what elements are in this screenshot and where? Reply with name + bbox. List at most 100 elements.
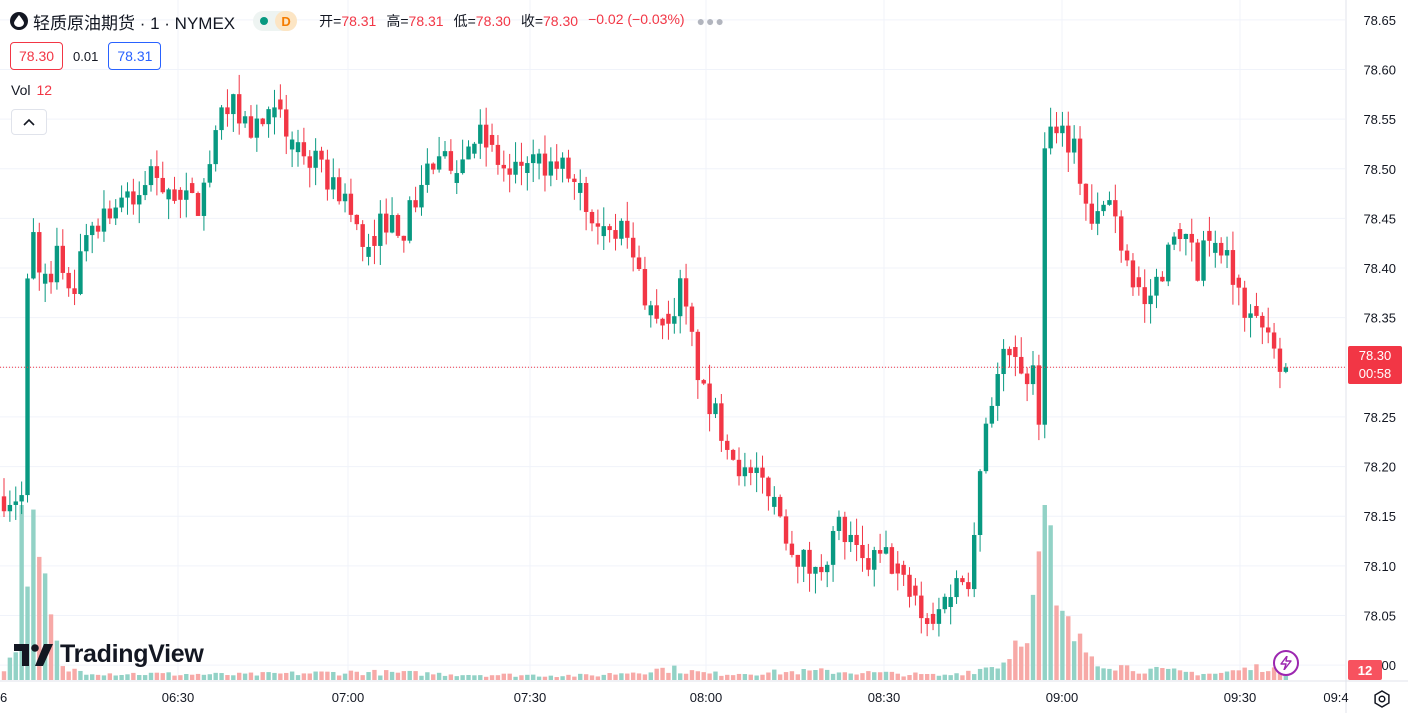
symbol-title[interactable]: 轻质原油期货 · 1 · NYMEX [33, 13, 236, 33]
volume-bar [442, 675, 448, 680]
candle-up [425, 163, 430, 185]
candle-down [336, 177, 342, 202]
candle-up [289, 139, 295, 150]
candle-up [1201, 240, 1206, 281]
candle-up [678, 278, 683, 317]
volume-bar [707, 673, 712, 680]
candle-down [924, 618, 930, 624]
candle-down [907, 574, 912, 597]
spread-value: 0.01 [73, 48, 99, 64]
volume-bar [278, 673, 283, 680]
volume-bar [842, 672, 848, 680]
volume-bar [1119, 665, 1124, 680]
price-tick-label: 78.55 [1363, 112, 1396, 127]
volume-bar [342, 673, 348, 680]
volume-bar [813, 669, 818, 680]
candle-down [325, 159, 330, 190]
buy-price-button[interactable]: 78.31 [108, 42, 162, 70]
volume-bar [860, 673, 865, 680]
delayed-data-badge[interactable]: D [275, 11, 298, 31]
lightning-icon[interactable] [1273, 650, 1299, 676]
candle-up [25, 278, 30, 496]
change-value: −0.02 (−0.03%) [588, 11, 685, 27]
volume-bar [460, 675, 465, 680]
candle-down [60, 245, 65, 273]
sell-price-button[interactable]: 78.30 [10, 42, 64, 70]
candle-up [436, 156, 442, 170]
low-value: 78.30 [475, 13, 511, 29]
candle-up [1213, 242, 1218, 253]
volume-bar [1177, 670, 1183, 680]
more-dots-icon[interactable]: ●●● [696, 13, 725, 29]
open-value: 78.31 [341, 13, 377, 29]
volume-bar [654, 668, 659, 680]
candle-up [137, 195, 142, 205]
price-tick-label: 78.10 [1363, 559, 1396, 574]
volume-bar [907, 675, 912, 680]
candle-down [178, 189, 183, 200]
open-label: 开= [319, 13, 342, 29]
volume-bar [513, 676, 518, 680]
volume-bar [1283, 675, 1289, 680]
volume-bar [1207, 673, 1212, 680]
volume-bar [1189, 671, 1194, 680]
candle-up [848, 534, 853, 543]
volume-bar [672, 665, 677, 680]
candle-up [1042, 148, 1047, 425]
volume-bar [407, 670, 412, 680]
price-tick-label: 78.60 [1363, 62, 1396, 77]
volume-bar [995, 668, 1000, 680]
candle-up [619, 220, 624, 239]
time-tick-label: 6 [0, 690, 7, 705]
volume-bar [1218, 672, 1224, 680]
volume-bar [360, 675, 365, 680]
candle-up [1183, 233, 1189, 240]
candle-down [607, 226, 612, 231]
volume-bar [1148, 668, 1153, 680]
candle-up [548, 161, 554, 176]
candle-down [495, 144, 501, 165]
tradingview-logo[interactable]: TradingView [14, 640, 204, 669]
candle-down [807, 549, 812, 574]
collapse-legend-button[interactable] [11, 109, 47, 135]
volume-bar [1101, 668, 1106, 680]
candle-up [442, 151, 448, 157]
candle-down [483, 124, 489, 148]
volume-bar [919, 674, 924, 680]
volume-bar [1201, 673, 1206, 680]
candle-up [460, 159, 465, 174]
volume-bar [225, 675, 230, 680]
volume-bar [1136, 673, 1142, 680]
volume-bar [689, 670, 695, 680]
candle-up [472, 143, 477, 154]
volume-bar [372, 669, 377, 680]
candle-down [654, 305, 659, 319]
volume-bar [901, 676, 906, 680]
candle-up [883, 547, 889, 554]
candle-up [1166, 244, 1171, 282]
volume-bar [154, 672, 160, 680]
time-axis[interactable]: 6 06:30 07:00 07:30 08:00 08:30 09:00 09:30 09:4 [0, 680, 1408, 705]
volume-bar [166, 672, 171, 680]
candle-down [1242, 287, 1247, 318]
volume-bar [895, 673, 900, 680]
volume-bar [266, 672, 271, 680]
volume-bar [554, 677, 559, 680]
candle-down [1007, 348, 1012, 356]
volume-bar [1019, 646, 1024, 680]
candle-down [1124, 250, 1130, 261]
candle-up [1071, 138, 1077, 153]
volume-bar [84, 674, 89, 680]
market-status-pill[interactable]: D [253, 11, 298, 31]
candle-up [672, 316, 677, 324]
candle-down [666, 313, 671, 324]
tradingview-logo-text: TradingView [60, 640, 204, 668]
price-tick-label: 78.45 [1363, 211, 1396, 226]
volume-bar [489, 675, 495, 680]
settings-gear-icon[interactable] [1372, 689, 1392, 709]
time-tick-label: 09:30 [1224, 690, 1257, 705]
high-value: 78.31 [408, 13, 444, 29]
volume-bar [1236, 670, 1241, 680]
volume-bar [1071, 641, 1077, 680]
